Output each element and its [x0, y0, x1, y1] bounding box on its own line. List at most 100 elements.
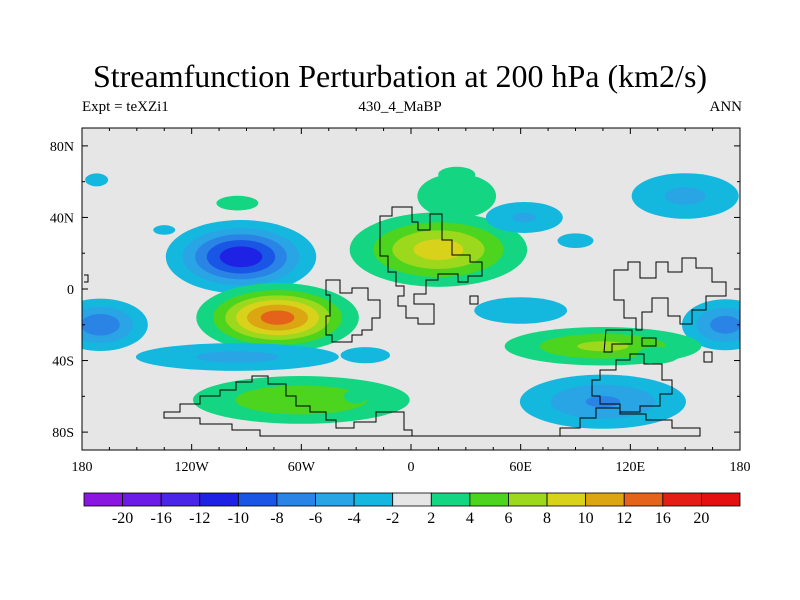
- plot-title: Streamfunction Perturbation at 200 hPa (…: [92, 58, 708, 94]
- colorbar-label: -16: [151, 510, 172, 527]
- contour-band: [195, 351, 279, 363]
- contour-feature: [165, 219, 317, 294]
- colorbar-swatch: [701, 492, 741, 507]
- colorbar-swatch: [237, 492, 278, 507]
- y-tick-label: 80S: [52, 426, 74, 441]
- contour-feature: [681, 299, 740, 351]
- colorbar-label: -8: [270, 510, 283, 527]
- colorbar-label: 4: [466, 510, 474, 527]
- colorbar-label: -12: [189, 510, 210, 527]
- x-tick-label: 0: [408, 460, 415, 475]
- africa-europe-outline: [379, 206, 483, 325]
- x-tick-label: 180: [730, 460, 751, 475]
- contour-feature: [216, 195, 259, 211]
- y-tick-label: 40S: [52, 355, 74, 370]
- x-tick-label: 60W: [288, 460, 316, 475]
- contour-band: [413, 239, 464, 261]
- contour-band: [577, 341, 629, 352]
- contour-band: [260, 310, 295, 325]
- contour-feature: [196, 283, 359, 353]
- contour-feature: [631, 173, 739, 219]
- contour-band: [340, 347, 390, 364]
- x-tick-label: 60E: [509, 460, 532, 475]
- south-america-outline: [325, 279, 381, 343]
- contour-feature: [192, 376, 410, 424]
- colorbar-swatch: [122, 492, 162, 507]
- contour-feature: [85, 173, 109, 187]
- contour-feature: [636, 346, 680, 364]
- colorbar-swatch: [662, 492, 702, 507]
- north-america-west-coast: [84, 274, 89, 283]
- indonesia-outline: [603, 329, 657, 353]
- colorbar-swatch: [546, 492, 587, 507]
- contour-band: [710, 315, 740, 334]
- contour-feature: [340, 347, 390, 364]
- x-axis: 180 120W 60W 0 60E 120E 180: [72, 128, 751, 475]
- madagascar-outline: [469, 295, 479, 305]
- contour-band: [153, 225, 176, 235]
- case-label: 430_4_MaBP: [358, 99, 442, 115]
- contour-feature: [474, 297, 568, 324]
- season-label: ANN: [709, 99, 743, 115]
- contour-band: [557, 233, 594, 249]
- asia-outline: [613, 257, 727, 331]
- contour-band: [512, 212, 537, 223]
- colorbar-swatch: [83, 492, 123, 507]
- contour-band: [219, 246, 263, 268]
- contour-band: [343, 389, 369, 404]
- contour-band: [438, 166, 476, 183]
- colorbar-swatch: [469, 492, 509, 507]
- colorbar-swatch: [430, 492, 471, 507]
- colorbar-swatch: [585, 492, 625, 507]
- contour-band: [417, 173, 497, 219]
- contour-band: [85, 173, 109, 187]
- contour-feature: [485, 201, 563, 233]
- colorbar-label: 20: [693, 510, 709, 527]
- contour-feature: [417, 173, 497, 219]
- colorbar: -20 -16 -12 -10 -8 -6 -4 -2 2 4 6 8 10 12 16 20: [83, 492, 741, 527]
- y-tick-label: 80N: [50, 140, 74, 155]
- colorbar-label: -6: [309, 510, 322, 527]
- colorbar-swatch: [392, 492, 432, 507]
- colorbar-swatch: [160, 492, 201, 507]
- colorbar-label: 16: [655, 510, 671, 527]
- x-tick-label: 120E: [616, 460, 646, 475]
- colorbar-label: 6: [504, 510, 512, 527]
- colorbar-label: -2: [386, 510, 399, 527]
- contour-feature: [343, 389, 369, 404]
- colorbar-label: -4: [347, 510, 360, 527]
- contour-band: [82, 314, 120, 336]
- contour-feature: [557, 233, 594, 249]
- x-tick-label: 180: [72, 460, 93, 475]
- contour-feature: [82, 298, 148, 351]
- contour-field: [82, 166, 740, 429]
- colorbar-swatch: [623, 492, 664, 507]
- experiment-label: Expt = teXZi1: [82, 99, 169, 115]
- colorbar-swatch: [276, 492, 316, 507]
- colorbar-swatch: [508, 492, 548, 507]
- colorbar-label: 10: [578, 510, 594, 527]
- antarctica-outline: [163, 375, 701, 437]
- colorbar-label: 12: [616, 510, 632, 527]
- colorbar-label: 8: [543, 510, 551, 527]
- y-tick-label: 0: [67, 283, 74, 298]
- x-tick-label: 120W: [175, 460, 210, 475]
- colorbar-swatch: [315, 492, 355, 507]
- contour-feature: [349, 212, 528, 287]
- colorbar-label: -10: [228, 510, 249, 527]
- contour-band: [585, 396, 621, 408]
- contour-feature: [519, 374, 686, 429]
- contour-band: [636, 346, 680, 364]
- contour-feature: [135, 343, 339, 371]
- coastlines: [84, 206, 727, 437]
- contour-feature: [438, 166, 476, 183]
- contour-band: [216, 195, 259, 211]
- colorbar-swatch: [353, 492, 394, 507]
- colorbar-label: -20: [112, 510, 133, 527]
- new-zealand-outline: [703, 351, 713, 363]
- y-tick-label: 40N: [50, 211, 74, 226]
- contour-band: [235, 385, 368, 415]
- contour-band: [664, 187, 706, 205]
- y-axis: 80N 40N 0 40S 80S: [50, 140, 740, 441]
